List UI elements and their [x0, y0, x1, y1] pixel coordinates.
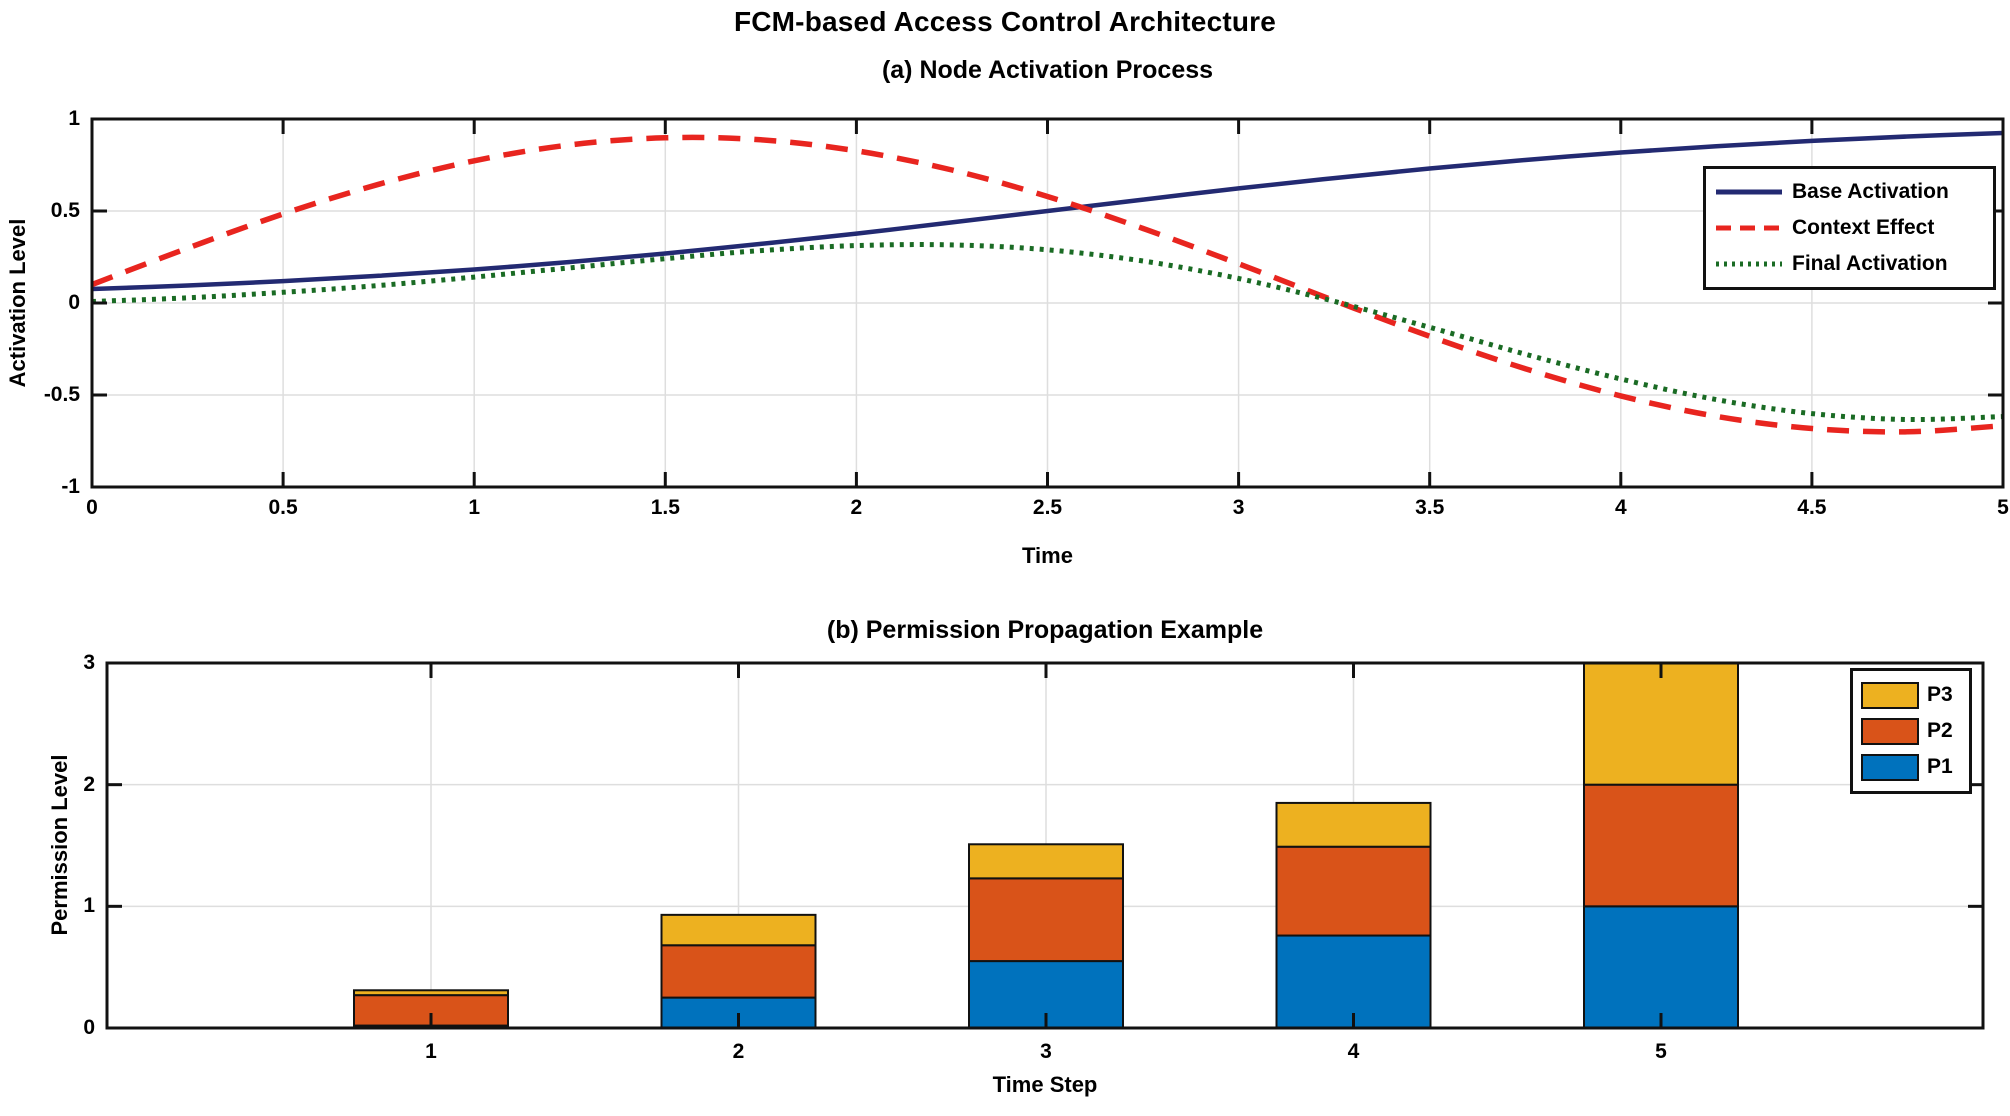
subplot-b-y-tick-label: 1: [83, 894, 95, 918]
legend-a-label: Base Activation: [1792, 180, 1949, 203]
subplot-a-x-tick-label: 2: [850, 496, 863, 519]
subplot-a-x-tick-label: 0: [86, 496, 98, 519]
subplot-a-y-tick-label: 0.5: [50, 199, 80, 222]
bar-segment-p3-step-4: [1275, 801, 1432, 848]
subplot-a-y-tick-label: 0: [68, 291, 80, 314]
legend-b-item-p1: P1: [1853, 749, 1969, 785]
bar-segment-p2-step-4: [1275, 845, 1432, 937]
subplot-a-x-tick-label: 3: [1232, 496, 1245, 519]
bar-segment-p1-step-4: [1275, 934, 1432, 1029]
subplot-b-x-axis-label: Time Step: [992, 1072, 1098, 1097]
legend-b-label: P1: [1927, 755, 1953, 778]
subplot-b-x-tick-label: 1: [425, 1040, 437, 1063]
legend-b-item-p2: P2: [1853, 713, 1969, 749]
line-base-activation: [91, 130, 2004, 292]
legend-b: P3 P2 P1: [1850, 668, 1972, 794]
legend-b-label: P2: [1927, 719, 1953, 742]
subplot-a-y-tick-label: 1: [68, 107, 80, 130]
subplot-a-x-tick-label: 3.5: [1415, 496, 1445, 519]
legend-a-label: Context Effect: [1792, 216, 1935, 239]
legend-a: Base Activation Context Effect Final Activ…: [1703, 166, 1996, 290]
bar-segment-p2-step-5: [1583, 783, 1739, 908]
bar-segment-p3-step-2: [660, 913, 817, 947]
line-context-effect: [91, 134, 2004, 435]
legend-color-swatch-icon: [1861, 681, 1919, 709]
legend-color-swatch-icon: [1861, 753, 1919, 781]
legend-line-sample-icon: [1716, 261, 1782, 267]
bar-segment-p3-step-5: [1583, 662, 1739, 786]
legend-a-item-context-effect: Context Effect: [1706, 210, 1993, 246]
subplot-b-x-tick-label: 3: [1040, 1040, 1052, 1063]
subplot-a-x-tick-label: 4: [1614, 496, 1627, 519]
subplot-a-x-axis-label: Time: [1022, 543, 1073, 568]
legend-b-label: P3: [1927, 683, 1953, 706]
bar-segment-p2-step-2: [660, 944, 817, 999]
subplot-b-x-tick-label: 4: [1347, 1040, 1360, 1063]
legend-color-swatch-icon: [1861, 717, 1919, 745]
subplot-a-x-tick-label: 1.5: [650, 496, 680, 519]
subplot-a-x-tick-label: 5: [1997, 496, 2009, 519]
subplot-b-title: (b) Permission Propagation Example: [826, 616, 1264, 644]
subplot-b-x-tick-label: 2: [732, 1040, 745, 1063]
legend-line-sample-icon: [1716, 225, 1782, 231]
figure-title: FCM-based Access Control Architecture: [733, 6, 1277, 37]
legend-b-item-p3: P3: [1853, 677, 1969, 713]
legend-a-label: Final Activation: [1792, 252, 1948, 275]
legend-a-item-final-activation: Final Activation: [1706, 246, 1993, 282]
subplot-b-x-tick-label: 5: [1655, 1040, 1667, 1063]
subplot-b-y-tick-label: 0: [83, 1016, 95, 1039]
subplot-a-title: (a) Node Activation Process: [881, 56, 1214, 84]
bar-segment-p1-step-5: [1583, 905, 1739, 1029]
subplot-a-x-tick-label: 2.5: [1032, 496, 1063, 519]
subplot-b-y-tick-label: 3: [83, 651, 95, 674]
subplot-a-x-tick-label: 4.5: [1797, 496, 1827, 519]
subplot-a-y-tick-label: -0.5: [43, 383, 80, 406]
bar-segment-p3-step-3: [968, 843, 1124, 880]
subplot-b-y-tick-label: 2: [83, 772, 95, 796]
bar-segment-p3-step-1: [353, 989, 509, 997]
bar-segment-p2-step-3: [968, 877, 1124, 963]
subplot-a-x-tick-label: 0.5: [268, 496, 298, 519]
subplot-a-x-tick-label: 1: [468, 496, 481, 519]
subplot-a-y-tick-label: -1: [61, 475, 80, 498]
legend-a-item-base-activation: Base Activation: [1706, 174, 1993, 210]
legend-line-sample-icon: [1716, 189, 1782, 195]
